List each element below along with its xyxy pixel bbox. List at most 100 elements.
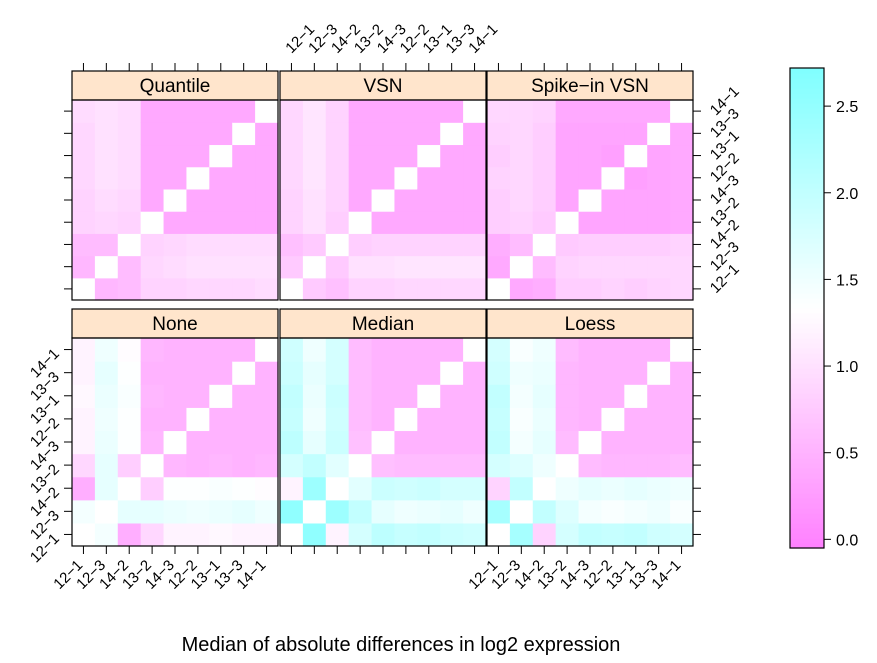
colorbar-segment xyxy=(790,108,824,114)
heatmap-cell xyxy=(417,384,441,408)
heatmap-cell xyxy=(255,361,279,385)
heatmap-cell xyxy=(117,122,142,146)
colorbar-segment xyxy=(790,178,824,184)
heatmap-cell xyxy=(140,384,165,408)
heatmap-cell xyxy=(72,144,96,168)
heatmap-cell xyxy=(94,522,119,547)
heatmap-cell xyxy=(624,430,648,455)
heatmap-cell xyxy=(371,407,396,432)
heatmap-cell xyxy=(532,233,557,257)
colorbar-tick-label: 1.0 xyxy=(836,359,858,376)
heatmap-cell xyxy=(117,233,142,257)
heatmap-cell xyxy=(348,384,373,408)
x-axis-ticks xyxy=(82,63,268,71)
heatmap-cell xyxy=(255,144,279,168)
colorbar-segment xyxy=(790,363,824,369)
heatmap-cell xyxy=(186,384,210,408)
heatmap-cell xyxy=(302,384,327,408)
heatmap-cell xyxy=(555,499,580,524)
heatmap-cell xyxy=(72,255,96,279)
heatmap-cell xyxy=(578,430,603,455)
heatmap-cell xyxy=(647,166,671,190)
heatmap-cell xyxy=(394,166,418,190)
colorbar-segment xyxy=(790,493,824,499)
heatmap-cell xyxy=(163,407,188,432)
heatmap-cell xyxy=(255,122,279,146)
heatmap-cell xyxy=(232,384,256,408)
heatmap-cell xyxy=(394,499,418,524)
heatmap-cell xyxy=(670,430,694,455)
heatmap-cell xyxy=(624,100,648,123)
heatmap-cell xyxy=(417,522,441,547)
heatmap-cell xyxy=(255,499,279,524)
heatmap-cell xyxy=(140,476,165,501)
heatmap-cell xyxy=(348,144,373,168)
heatmap-cell xyxy=(280,100,304,123)
colorbar-segment xyxy=(790,228,824,234)
heatmap-cell xyxy=(302,338,327,362)
colorbar-segment xyxy=(790,283,824,289)
colorbar-segment xyxy=(790,143,824,149)
panels: Quantile VSN Spike−in VSN None Median Loess xyxy=(71,70,694,547)
colorbar-segment xyxy=(790,383,824,389)
heatmap-cell xyxy=(555,144,580,168)
heatmap-cell xyxy=(348,211,373,234)
heatmap-cell xyxy=(670,122,694,146)
heatmap-cell xyxy=(532,166,557,190)
heatmap-cell xyxy=(186,522,210,547)
heatmap-cell xyxy=(325,522,350,547)
heatmap-cell xyxy=(509,188,534,212)
heatmap-cell xyxy=(417,277,441,301)
panel-strip-label: Median xyxy=(352,314,414,335)
heatmap-cell xyxy=(601,211,625,234)
heatmap-cell xyxy=(280,384,304,408)
heatmap-cell xyxy=(140,407,165,432)
colorbar-segment xyxy=(790,148,824,154)
colorbar-segment xyxy=(790,138,824,144)
heatmap-cell xyxy=(140,211,165,234)
heatmap-cell xyxy=(163,384,188,408)
heatmap-cell xyxy=(72,522,96,547)
heatmap-cell xyxy=(509,277,534,301)
heatmap-cell xyxy=(140,499,165,524)
heatmap-cell xyxy=(348,166,373,190)
panel-spike-in-vsn: Spike−in VSN xyxy=(486,70,694,301)
heatmap-cell xyxy=(72,188,96,212)
heatmap-cell xyxy=(624,122,648,146)
heatmap-cell xyxy=(417,407,441,432)
heatmap-cell xyxy=(280,255,304,279)
colorbar-segment xyxy=(790,173,824,179)
heatmap-cell xyxy=(417,211,441,234)
heatmap-cell xyxy=(417,255,441,279)
heatmap-cell xyxy=(601,277,625,301)
heatmap-cell xyxy=(302,453,327,478)
heatmap-cell xyxy=(72,476,96,501)
colorbar-segment xyxy=(790,448,824,454)
heatmap-cell xyxy=(440,277,464,301)
heatmap-cell xyxy=(417,100,441,123)
heatmap-cell xyxy=(509,407,534,432)
heatmap-cell xyxy=(647,277,671,301)
colorbar-segment xyxy=(790,328,824,334)
heatmap-cell xyxy=(670,476,694,501)
y-axis-ticks xyxy=(64,110,72,290)
heatmap-cell xyxy=(487,499,511,524)
colorbar-segment xyxy=(790,188,824,194)
heatmap-cell xyxy=(186,277,210,301)
heatmap-cell xyxy=(117,361,142,385)
heatmap-cell xyxy=(440,476,464,501)
heatmap-cell xyxy=(487,255,511,279)
heatmap-cell xyxy=(209,144,233,168)
heatmap-cell xyxy=(394,522,418,547)
heatmap-cell xyxy=(601,384,625,408)
heatmap-cell xyxy=(255,407,279,432)
heatmap-cell xyxy=(280,476,304,501)
colorbar-segment xyxy=(790,253,824,259)
heatmap-cell xyxy=(325,277,350,301)
heatmap-cell xyxy=(578,338,603,362)
heatmap-cell xyxy=(601,430,625,455)
colorbar-segment xyxy=(790,273,824,279)
heatmap-cell xyxy=(94,188,119,212)
heatmap-cell xyxy=(509,100,534,123)
